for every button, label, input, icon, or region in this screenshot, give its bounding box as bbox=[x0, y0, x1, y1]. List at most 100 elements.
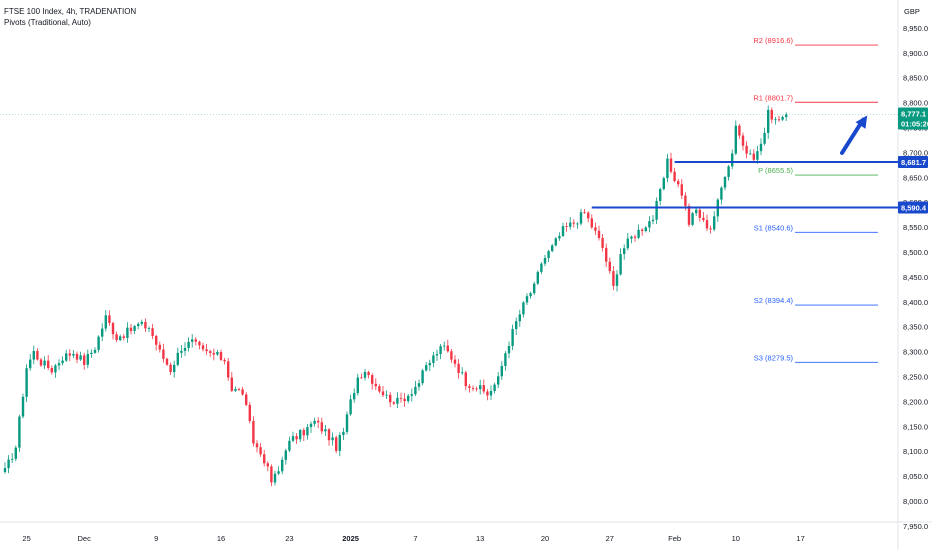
candle-body bbox=[57, 363, 61, 366]
x-tick-label: 23 bbox=[285, 534, 293, 543]
candle-body bbox=[468, 386, 471, 388]
candle-body bbox=[11, 458, 14, 460]
currency-label[interactable]: GBP bbox=[904, 7, 920, 16]
candle-body bbox=[641, 229, 644, 232]
candle-body bbox=[446, 345, 449, 352]
candle-body bbox=[515, 321, 518, 330]
candle-body bbox=[475, 388, 478, 390]
x-tick-label: 25 bbox=[22, 534, 30, 543]
candle-body bbox=[504, 353, 507, 366]
candle-body bbox=[216, 352, 219, 355]
chart-legend: FTSE 100 Index, 4h, TRADENATION Pivots (… bbox=[4, 6, 136, 28]
candle-body bbox=[47, 360, 50, 368]
candle-body bbox=[396, 397, 399, 404]
candle-body bbox=[605, 247, 608, 262]
candle-body bbox=[93, 349, 97, 353]
candle-body bbox=[72, 353, 75, 356]
candle-body bbox=[234, 389, 237, 391]
chart-title[interactable]: FTSE 100 Index, 4h, TRADENATION bbox=[4, 7, 137, 16]
candle-body bbox=[194, 339, 197, 342]
pivot-label: S1 (8540.6) bbox=[754, 223, 794, 232]
y-tick-label: 7,950.0 bbox=[903, 522, 928, 531]
candle-body bbox=[201, 345, 205, 350]
pivot-label: R1 (8801.7) bbox=[753, 93, 793, 102]
candle-body bbox=[191, 339, 194, 342]
candle-body bbox=[680, 184, 683, 196]
x-tick-label: 27 bbox=[606, 534, 614, 543]
x-tick-label: 2025 bbox=[342, 534, 359, 543]
candle-body bbox=[702, 217, 705, 221]
candle-body bbox=[39, 359, 43, 366]
candle-body bbox=[165, 358, 169, 365]
last-price-label: 8,777.1 bbox=[901, 110, 926, 119]
candle-body bbox=[403, 398, 406, 402]
last-price-tag bbox=[898, 107, 928, 130]
candle-body bbox=[371, 375, 374, 384]
candle-body bbox=[187, 341, 190, 348]
candle-body bbox=[137, 323, 140, 327]
y-tick-label: 8,650.0 bbox=[903, 173, 928, 182]
candle-body bbox=[133, 326, 136, 331]
candle-body bbox=[169, 364, 172, 373]
candle-body bbox=[173, 364, 176, 373]
candle-body bbox=[389, 394, 392, 403]
x-tick-label: 20 bbox=[541, 534, 549, 543]
trend-arrow-shaft bbox=[840, 117, 866, 155]
candle-body bbox=[576, 223, 579, 225]
candle-body bbox=[255, 443, 259, 448]
indicator-label[interactable]: Pivots (Traditional, Auto) bbox=[4, 18, 91, 27]
y-tick-label: 8,100.0 bbox=[903, 447, 928, 456]
candle-body bbox=[612, 271, 615, 286]
candle-body bbox=[579, 212, 583, 224]
candle-body bbox=[219, 352, 223, 360]
candle-body bbox=[511, 329, 514, 346]
candle-body bbox=[230, 377, 233, 391]
candle-body bbox=[565, 226, 568, 227]
candle-body bbox=[115, 334, 118, 341]
candle-body bbox=[698, 209, 701, 218]
candle-body bbox=[223, 359, 226, 362]
candle-body bbox=[266, 463, 269, 467]
candle-body bbox=[644, 227, 647, 232]
candle-body bbox=[540, 263, 543, 272]
candle-body bbox=[551, 245, 554, 252]
trend-arrow-head bbox=[855, 115, 868, 129]
candle-body bbox=[745, 145, 748, 154]
support-level-tag bbox=[898, 156, 928, 169]
candle-body bbox=[471, 387, 475, 389]
candle-body bbox=[493, 384, 496, 391]
candle-body bbox=[97, 336, 100, 350]
candle-body bbox=[731, 153, 734, 167]
candle-body bbox=[752, 153, 755, 160]
candle-body bbox=[410, 394, 413, 396]
candle-body bbox=[79, 355, 82, 360]
candle-body bbox=[597, 230, 601, 238]
candle-body bbox=[349, 399, 352, 415]
candle-body bbox=[50, 367, 53, 373]
candle-body bbox=[119, 336, 122, 341]
candle-body bbox=[273, 473, 277, 483]
candle-body bbox=[417, 383, 421, 387]
y-tick-label: 8,900.0 bbox=[903, 49, 928, 58]
candle-body bbox=[587, 212, 590, 219]
candle-body bbox=[677, 181, 680, 185]
candle-body bbox=[363, 371, 367, 378]
candle-body bbox=[428, 362, 431, 366]
candle-body bbox=[295, 436, 298, 440]
candle-body bbox=[129, 327, 133, 331]
candle-body bbox=[630, 236, 633, 239]
candle-body bbox=[122, 336, 125, 338]
candle-body bbox=[385, 394, 388, 396]
candle-body bbox=[781, 116, 784, 120]
candle-body bbox=[439, 346, 442, 355]
candle-body bbox=[533, 283, 536, 294]
candle-body bbox=[684, 195, 687, 206]
candle-body bbox=[338, 435, 341, 451]
candle-body bbox=[529, 293, 532, 297]
candle-body bbox=[713, 216, 716, 230]
candle-body bbox=[425, 365, 428, 371]
candle-body bbox=[324, 429, 327, 432]
candle-body bbox=[342, 431, 345, 436]
